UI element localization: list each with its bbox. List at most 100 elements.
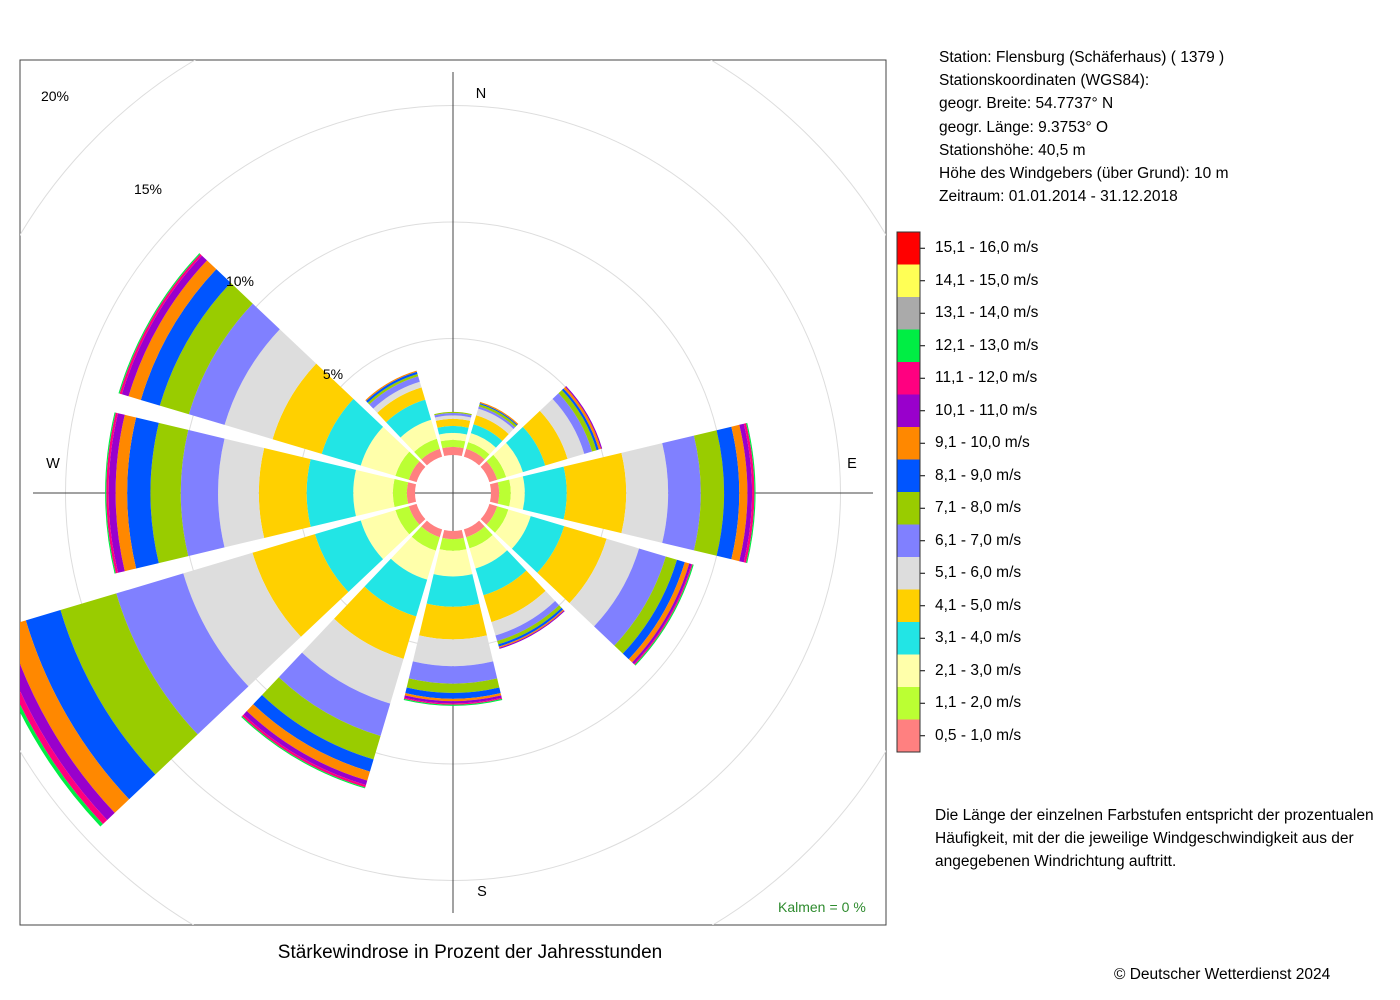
wedge-wnw-class-2 <box>395 451 420 480</box>
wedge-n-class-7 <box>434 413 472 418</box>
wedge-ene-class-6 <box>539 398 585 459</box>
wedge-sse-class-6 <box>491 590 556 636</box>
wedge-e-class-9 <box>716 426 740 560</box>
calms-label: Kalmen = 0 % <box>778 899 866 915</box>
wedge-ene-class-10 <box>563 386 602 450</box>
wedge-ese-class-1 <box>480 503 498 525</box>
legend-swatch-3 <box>897 654 920 687</box>
wedge-wnw-class-8 <box>159 282 253 415</box>
legend-swatch-15 <box>897 264 920 297</box>
wedge-wnw-class-7 <box>188 303 280 425</box>
wedge-e-class-11 <box>739 423 752 563</box>
station-info: Station: Flensburg (Schäferhaus) ( 1379 … <box>939 46 1228 208</box>
radial-tick-label-5: 5% <box>322 366 344 382</box>
legend-frame <box>896 231 921 753</box>
wedge-wsw-class-3 <box>360 510 410 560</box>
wedge-s-class-10 <box>404 693 502 702</box>
wedge-n-class-3 <box>439 432 467 442</box>
wedge-s-class-1 <box>442 529 464 540</box>
wedge-e-class-3 <box>509 476 525 510</box>
compass-label-w: W <box>46 456 60 472</box>
wedge-ese <box>480 503 694 666</box>
legend-swatch-4 <box>897 622 920 655</box>
legend-label-3: 2,1 - 3,0 m/s <box>935 661 1022 679</box>
wedge-nnw-class-5 <box>377 387 426 423</box>
wedge-s-class-2 <box>439 537 467 551</box>
wedge-wnw-class-4 <box>321 398 384 466</box>
wedge-ene-class-2 <box>486 454 507 480</box>
legend-swatch-12 <box>897 362 920 395</box>
wedge-s-class-5 <box>419 603 487 640</box>
wedge-ese-class-7 <box>594 548 666 646</box>
radial-tick-label-20: 20% <box>40 88 70 104</box>
wedge-nne-class-3 <box>468 433 496 455</box>
wedge-ssw-class-4 <box>364 558 428 617</box>
wedge-nnw-class-2 <box>414 438 440 460</box>
wedge-w-class-9 <box>127 417 159 569</box>
wedge-ssw-class-5 <box>334 586 417 659</box>
wedge-ssw-class-3 <box>390 536 436 580</box>
wedge-ene <box>480 386 603 483</box>
wedge-e <box>489 422 756 564</box>
wedge-wsw-class-8 <box>60 593 198 775</box>
legend-swatch-9 <box>897 459 920 492</box>
wedge-w-class-2 <box>392 479 409 507</box>
wedge-nnw-class-8 <box>367 373 419 405</box>
wedge-ssw-class-8 <box>262 677 381 760</box>
wedge-w-class-5 <box>258 448 311 538</box>
wedge-ese-class-5 <box>537 526 607 604</box>
wedge-n-class-2 <box>440 439 466 449</box>
wedge-wsw-class-4 <box>314 520 384 592</box>
copyright: © Deutscher Wetterdienst 2024 <box>1114 966 1331 983</box>
wedge-sse-class-5 <box>483 570 546 623</box>
wedge-e-class-13 <box>746 422 756 564</box>
legend-label-12: 11,1 - 12,0 m/s <box>935 369 1038 387</box>
legend-swatch-2 <box>897 687 920 720</box>
wedge-w-class-1 <box>406 482 417 504</box>
legend-label-8: 7,1 - 8,0 m/s <box>935 499 1022 517</box>
legend-swatch-10 <box>897 427 920 460</box>
wedge-s-class-12 <box>403 697 503 705</box>
wedge-ssw-class-2 <box>411 526 440 551</box>
wedge-wsw-class-11 <box>20 663 115 821</box>
legend-label-5: 4,1 - 5,0 m/s <box>935 596 1022 614</box>
wedge-w-class-10 <box>115 414 137 572</box>
wedge-sse-class-8 <box>497 605 562 645</box>
legend-label-13: 12,1 - 13,0 m/s <box>935 336 1039 354</box>
wedge-w-class-11 <box>108 413 125 573</box>
period: Zeitraum: 01.01.2014 - 31.12.2018 <box>939 188 1178 206</box>
wedge-nnw-class-7 <box>369 376 420 409</box>
wedge-nnw-class-3 <box>400 419 437 452</box>
legend-swatch-5 <box>897 589 920 622</box>
legend-swatch-7 <box>897 524 920 557</box>
wedge-n-class-1 <box>442 446 464 457</box>
wedge-s-class-9 <box>405 687 501 699</box>
wedge-wnw-class-5 <box>272 363 354 454</box>
wedge-sse-class-3 <box>469 535 508 569</box>
wedge-w-class-12 <box>106 412 118 574</box>
wedge-ssw <box>241 520 443 789</box>
wedge-wsw-class-12 <box>20 690 108 825</box>
legend-swatch-14 <box>897 297 920 330</box>
wedge-wnw-class-11 <box>121 255 207 397</box>
legend-label-16: 15,1 - 16,0 m/s <box>935 239 1039 257</box>
wedge-wnw-class-3 <box>360 426 410 476</box>
legend-label-15: 14,1 - 15,0 m/s <box>935 271 1039 289</box>
wedge-nnw-class-6 <box>373 381 422 413</box>
wedge-ene-class-8 <box>558 390 597 452</box>
legend-label-10: 9,1 - 10,0 m/s <box>935 434 1030 452</box>
wedge-wnw <box>118 253 426 483</box>
wedge-w-class-3 <box>353 469 395 517</box>
wedge-w-class-7 <box>180 429 225 557</box>
wedge-ene-class-9 <box>561 388 599 451</box>
wedge-wsw-class-1 <box>408 503 426 525</box>
legend-label-6: 5,1 - 6,0 m/s <box>935 564 1022 582</box>
wedge-ese-class-6 <box>569 538 640 627</box>
wedge-wsw-class-9 <box>25 610 156 800</box>
wedge-nne-class-2 <box>466 442 490 460</box>
wedge-ese-class-8 <box>614 556 677 654</box>
legend-label-2: 1,1 - 2,0 m/s <box>935 694 1022 712</box>
wedge-s-class-4 <box>426 574 480 607</box>
wedge-ssw-class-1 <box>421 520 443 538</box>
